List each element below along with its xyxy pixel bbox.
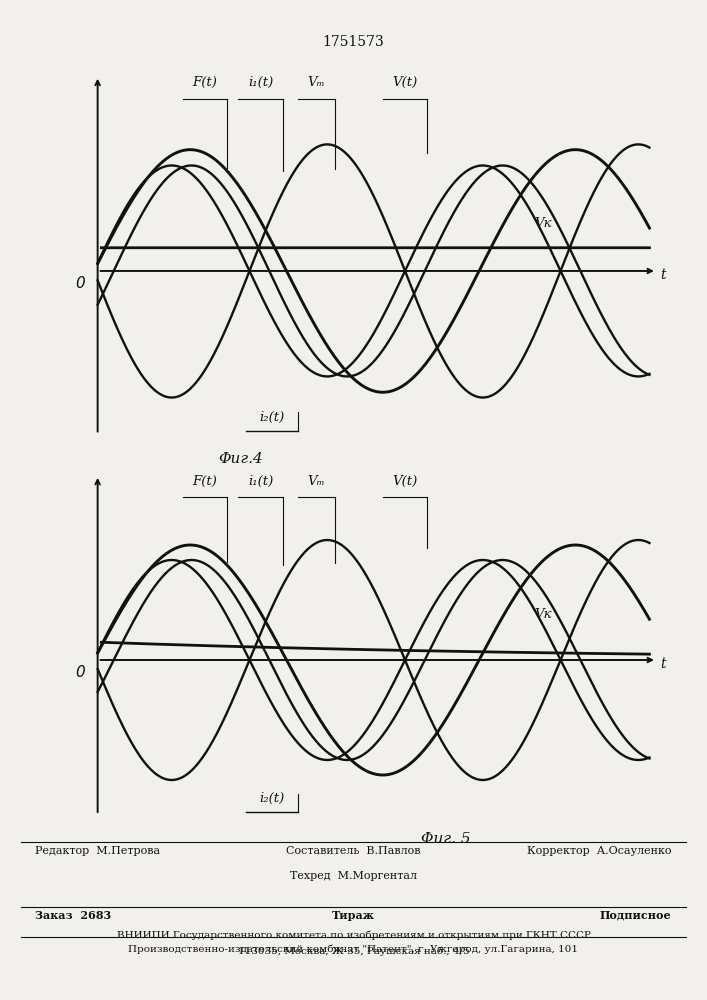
Text: 113035, Москва, Ж-35, Раушская наб., 4/5: 113035, Москва, Ж-35, Раушская наб., 4/5 xyxy=(238,947,469,956)
Text: Тираж: Тираж xyxy=(332,910,375,921)
Text: V(t): V(t) xyxy=(392,76,418,89)
Text: Φиг.4: Φиг.4 xyxy=(218,452,263,466)
Text: V(t): V(t) xyxy=(392,475,418,488)
Text: ВНИИПИ Государственного комитета по изобретениям и открытиям при ГКНТ СССР: ВНИИПИ Государственного комитета по изоб… xyxy=(117,930,590,940)
Text: F(t): F(t) xyxy=(192,76,218,89)
Text: i₂(t): i₂(t) xyxy=(259,792,284,805)
Text: Заказ  2683: Заказ 2683 xyxy=(35,910,112,921)
Text: Техред  М.Моргентал: Техред М.Моргентал xyxy=(290,871,417,881)
Text: i₁(t): i₁(t) xyxy=(248,76,273,89)
Text: i₁(t): i₁(t) xyxy=(248,475,273,488)
Text: F(t): F(t) xyxy=(192,475,218,488)
Text: 0: 0 xyxy=(75,665,85,680)
Text: Vк: Vк xyxy=(534,608,552,621)
Text: Φиг. 5: Φиг. 5 xyxy=(421,832,470,846)
Text: i₂(t): i₂(t) xyxy=(259,411,284,424)
Text: t: t xyxy=(660,657,666,671)
Text: 0: 0 xyxy=(75,276,85,291)
Text: 1751573: 1751573 xyxy=(322,35,385,49)
Text: Vₘ: Vₘ xyxy=(308,475,325,488)
Text: Vк: Vк xyxy=(534,217,552,230)
Text: Подписное: Подписное xyxy=(600,910,672,921)
Text: t: t xyxy=(660,268,666,282)
Text: Редактор  М.Петрова: Редактор М.Петрова xyxy=(35,846,160,856)
Text: Vₘ: Vₘ xyxy=(308,76,325,89)
Text: Составитель  В.Павлов: Составитель В.Павлов xyxy=(286,846,421,856)
Text: Корректор  А.Осауленко: Корректор А.Осауленко xyxy=(527,846,672,856)
Text: Производственно-издательский комбинат "Патент", г. Ужгород, ул.Гагарина, 101: Производственно-издательский комбинат "П… xyxy=(129,945,578,954)
